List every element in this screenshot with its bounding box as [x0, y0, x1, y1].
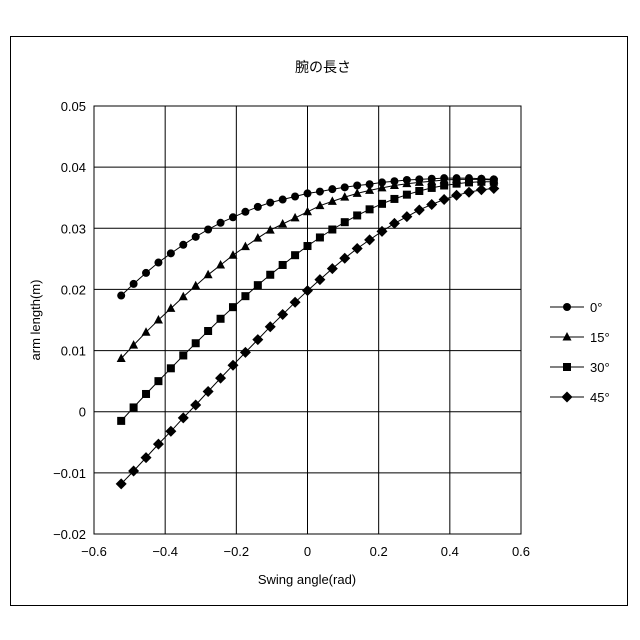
data-point-square [154, 377, 162, 385]
data-point-square [291, 251, 299, 259]
data-point-square [130, 403, 138, 411]
data-point-circle [179, 241, 187, 249]
data-point-square [179, 351, 187, 359]
x-tick-label: −0.6 [81, 544, 107, 559]
legend-label: 45° [590, 390, 610, 405]
data-point-square [117, 417, 125, 425]
legend-label: 15° [590, 330, 610, 345]
data-point-circle [353, 181, 361, 189]
data-point-circle [117, 292, 125, 300]
data-point-circle [279, 196, 287, 204]
data-point-square [167, 364, 175, 372]
y-tick-labels: −0.02 −0.01 0 0.01 0.02 0.03 0.04 0.05 [53, 99, 86, 542]
data-point-square [192, 339, 200, 347]
x-axis-label: Swing angle(rad) [258, 572, 356, 587]
data-point-circle [192, 233, 200, 241]
data-point-circle [204, 226, 212, 234]
data-point-square [415, 187, 423, 195]
x-tick-label: 0.6 [512, 544, 530, 559]
x-tick-label: 0.4 [441, 544, 459, 559]
data-point-circle [316, 188, 324, 196]
data-point-circle [304, 189, 312, 197]
legend-label: 30° [590, 360, 610, 375]
y-tick-label: 0.02 [61, 282, 86, 297]
data-point-square [341, 218, 349, 226]
data-point-circle [266, 199, 274, 207]
data-point-circle [328, 185, 336, 193]
data-point-square [279, 261, 287, 269]
data-point-circle [241, 208, 249, 216]
data-point-square [217, 315, 225, 323]
x-tick-label: 0.2 [370, 544, 388, 559]
data-point-square [316, 233, 324, 241]
legend-marker-triangle [563, 332, 572, 341]
data-point-circle [130, 280, 138, 288]
data-point-square [328, 226, 336, 234]
x-tick-label: −0.2 [223, 544, 249, 559]
data-point-square [465, 178, 473, 186]
data-point-square [440, 181, 448, 189]
data-point-square [304, 242, 312, 250]
data-point-circle [217, 219, 225, 227]
x-tick-label: −0.4 [152, 544, 178, 559]
legend: 0° 15° 30° 45° [550, 300, 610, 405]
data-point-square [366, 205, 374, 213]
data-point-square [353, 211, 361, 219]
data-point-square [266, 271, 274, 279]
chart-title: 腕の長さ [295, 60, 351, 76]
data-point-circle [341, 183, 349, 191]
x-tick-labels: −0.6 −0.4 −0.2 0 0.2 0.4 0.6 [81, 544, 530, 559]
y-tick-label: 0.03 [61, 221, 86, 236]
legend-marker-circle [563, 303, 571, 311]
y-tick-label: 0.01 [61, 344, 86, 359]
legend-label: 0° [590, 300, 602, 315]
x-tick-label: 0 [304, 544, 311, 559]
data-point-circle [167, 249, 175, 257]
legend-marker-diamond [562, 392, 573, 403]
data-point-circle [154, 259, 162, 267]
data-point-circle [291, 192, 299, 200]
data-point-circle [229, 213, 237, 221]
y-tick-label: 0.05 [61, 99, 86, 114]
data-point-square [403, 191, 411, 199]
data-point-circle [254, 203, 262, 211]
y-tick-label: −0.01 [53, 466, 86, 481]
y-tick-label: 0 [79, 405, 86, 420]
data-point-square [229, 303, 237, 311]
data-point-square [254, 281, 262, 289]
data-point-square [378, 200, 386, 208]
data-point-square [142, 390, 150, 398]
data-point-square [204, 327, 212, 335]
y-tick-label: 0.04 [61, 160, 86, 175]
y-axis-label: arm length(m) [28, 280, 43, 361]
data-point-square [428, 184, 436, 192]
legend-marker-square [563, 363, 571, 371]
data-point-circle [142, 269, 150, 277]
y-tick-label: −0.02 [53, 527, 86, 542]
data-point-square [390, 195, 398, 203]
data-point-square [453, 180, 461, 188]
data-point-square [241, 292, 249, 300]
